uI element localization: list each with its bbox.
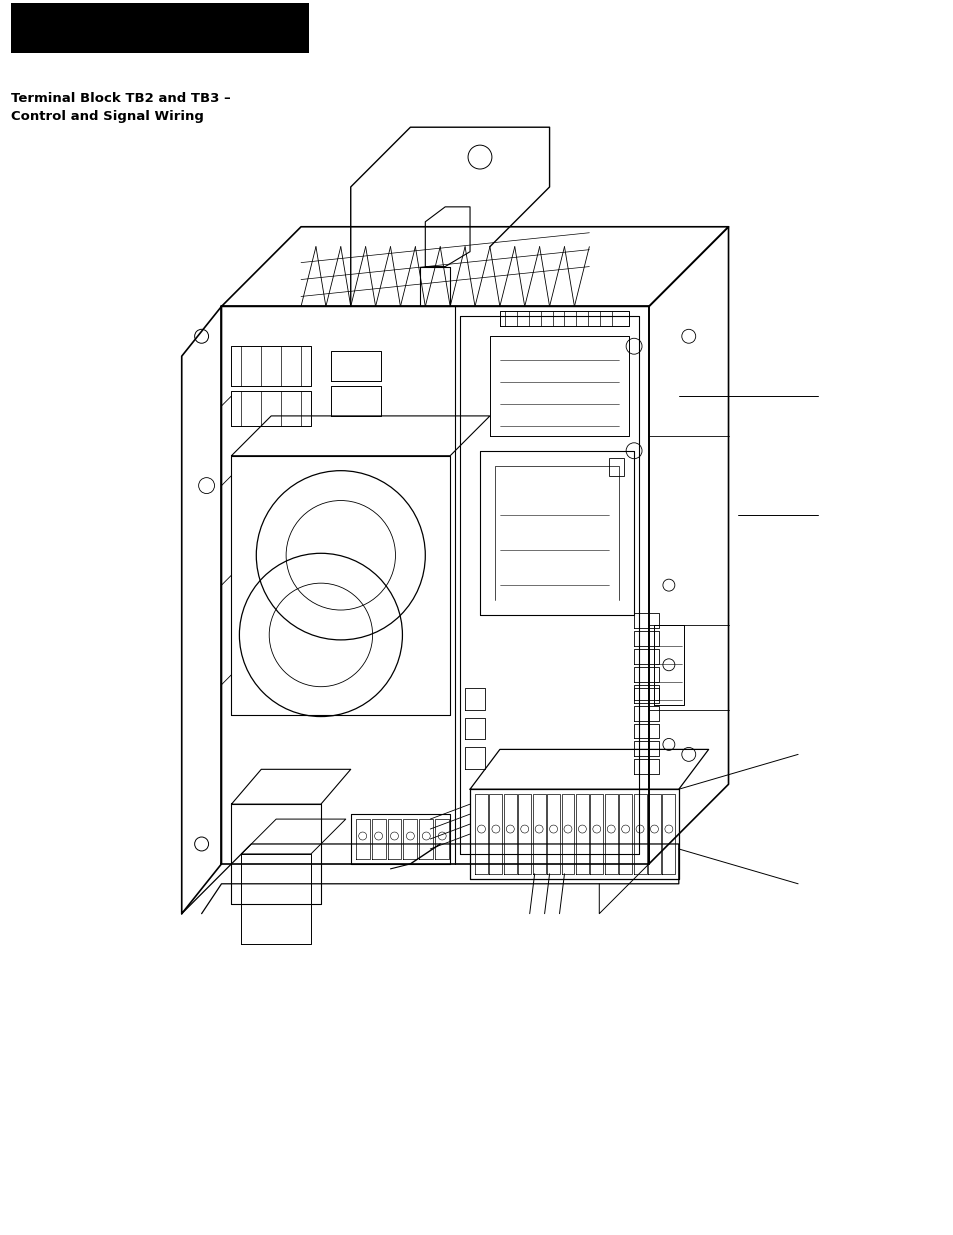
Text: Terminal Block TB2 and TB3 –: Terminal Block TB2 and TB3 – bbox=[10, 93, 231, 105]
Bar bbox=[10, 0, 309, 53]
Bar bbox=[609, 458, 623, 475]
Text: Control and Signal Wiring: Control and Signal Wiring bbox=[10, 110, 203, 124]
